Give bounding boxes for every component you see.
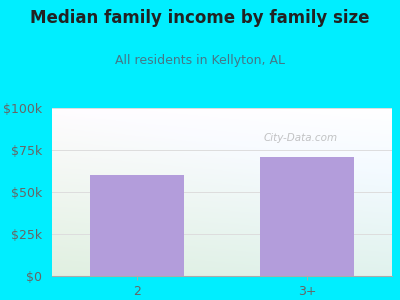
Text: City-Data.com: City-Data.com [263, 133, 337, 143]
Text: All residents in Kellyton, AL: All residents in Kellyton, AL [115, 54, 285, 67]
Text: Median family income by family size: Median family income by family size [30, 9, 370, 27]
Bar [260, 157, 354, 276]
Bar [90, 175, 184, 276]
